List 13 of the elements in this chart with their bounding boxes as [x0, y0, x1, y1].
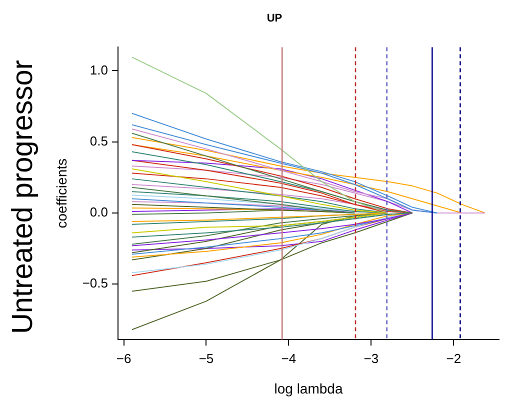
x-tick-label: −6	[116, 350, 132, 366]
chart-title: UP	[266, 12, 282, 25]
y-axis-title: coefficients	[53, 158, 70, 228]
y-tick-label: 1.0	[90, 62, 108, 78]
x-tick-label: −2	[446, 350, 462, 366]
x-tick-label: −5	[198, 350, 214, 366]
y-tick-label: 0.0	[90, 204, 108, 220]
x-axis-title: log lambda	[274, 380, 343, 396]
x-tick-label: −4	[281, 350, 296, 366]
y-tick-label: 0.5	[90, 133, 108, 148]
x-tick-label: −3	[364, 350, 379, 366]
y-tick-label: −0.5	[82, 276, 108, 291]
text: Untreated progressor	[6, 58, 40, 336]
